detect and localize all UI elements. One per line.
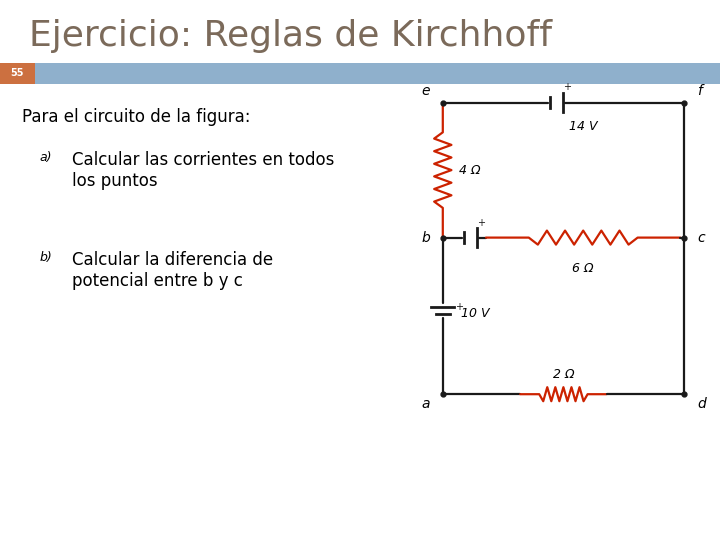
Text: +: + bbox=[456, 302, 464, 312]
Text: d: d bbox=[697, 397, 706, 411]
Text: 10 V: 10 V bbox=[461, 307, 490, 320]
Text: +: + bbox=[477, 218, 485, 227]
FancyBboxPatch shape bbox=[0, 63, 720, 84]
Text: b): b) bbox=[40, 251, 53, 264]
Text: +: + bbox=[563, 82, 572, 92]
Text: Calcular la diferencia de
potencial entre b y c: Calcular la diferencia de potencial entr… bbox=[72, 251, 273, 290]
Text: f: f bbox=[697, 84, 702, 98]
Text: e: e bbox=[421, 84, 430, 98]
FancyBboxPatch shape bbox=[0, 63, 35, 84]
Text: 2 Ω: 2 Ω bbox=[553, 368, 574, 381]
Text: Para el circuito de la figura:: Para el circuito de la figura: bbox=[22, 108, 250, 126]
Text: Calcular las corrientes en todos
los puntos: Calcular las corrientes en todos los pun… bbox=[72, 151, 334, 190]
Text: 14 V: 14 V bbox=[569, 120, 598, 133]
Text: a): a) bbox=[40, 151, 52, 164]
Text: 6 Ω: 6 Ω bbox=[572, 262, 594, 275]
Text: 55: 55 bbox=[11, 69, 24, 78]
Text: c: c bbox=[697, 231, 705, 245]
Text: a: a bbox=[421, 397, 430, 411]
Text: Ejercicio: Reglas de Kirchhoff: Ejercicio: Reglas de Kirchhoff bbox=[29, 19, 552, 53]
Text: 4 Ω: 4 Ω bbox=[459, 164, 480, 177]
Text: b: b bbox=[421, 231, 430, 245]
